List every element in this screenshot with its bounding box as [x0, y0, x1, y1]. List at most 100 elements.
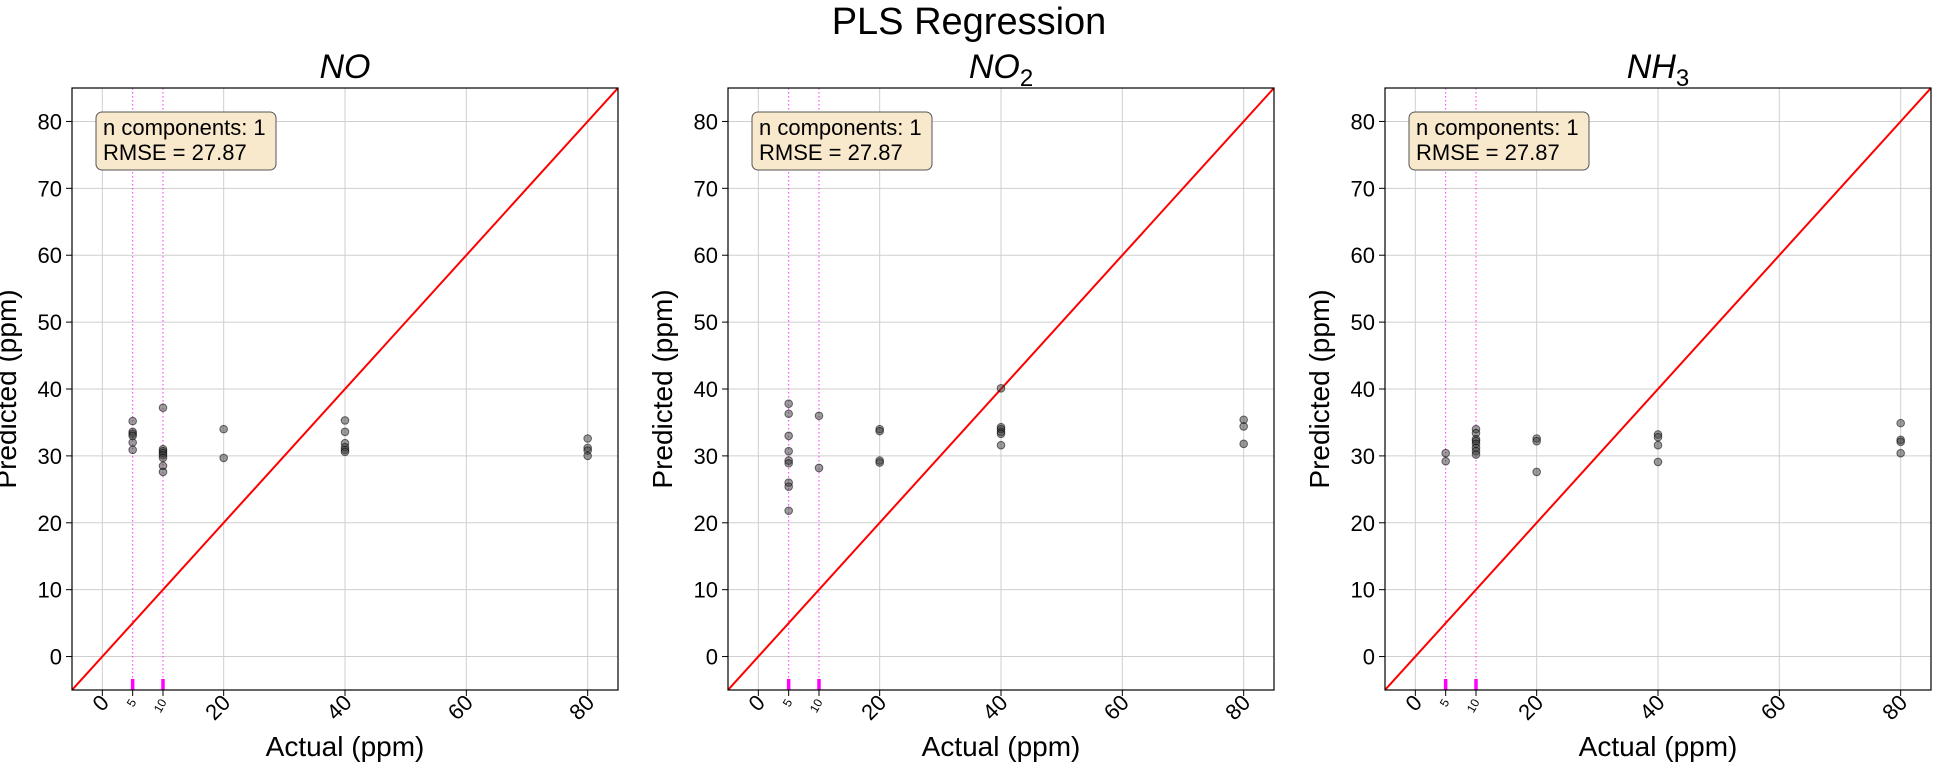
subplot-1-data-point — [219, 424, 228, 434]
subplot-3-data-point — [1653, 432, 1663, 442]
subplot-2-x-tick-label: 40 — [978, 690, 1013, 725]
subplot-1-y-tick-label: 20 — [38, 511, 62, 536]
subplot-3-y-tick-label: 10 — [1351, 578, 1375, 603]
subplot-2-y-tick-label: 70 — [694, 176, 718, 201]
subplot-2-data-point — [1239, 422, 1248, 431]
subplot-2-y-tick-label: 30 — [694, 444, 718, 469]
subplot-2-data-point — [784, 506, 793, 516]
subplot-3-y-tick-label: 30 — [1351, 444, 1375, 469]
subplot-2-data-point — [814, 411, 824, 421]
subplot-2-y-tick-label: 60 — [694, 243, 718, 268]
subplot-2-data-point — [1239, 439, 1248, 449]
subplot-1-y-tick-label: 30 — [38, 444, 62, 469]
subplot-1-x-special-tick-label: 10 — [151, 696, 170, 715]
subplot-3-x-special-tick-label: 10 — [1464, 696, 1483, 715]
subplot-2-data-point — [784, 446, 793, 456]
subplot-1-x-tick-label: 80 — [564, 690, 599, 725]
subplot-1-y-tick-label: 10 — [38, 578, 62, 603]
subplot-1-annotation-text: n components: 1 — [103, 115, 266, 140]
subplot-1-data-point — [219, 453, 228, 463]
subplot-2-data-point — [814, 463, 824, 473]
subplot-1-data-point — [583, 451, 592, 461]
subplot-1-x-axis-label: Actual (ppm) — [266, 731, 425, 762]
subplot-2-data-point — [784, 482, 793, 491]
subplot-2-y-axis-label: Predicted (ppm) — [647, 289, 678, 488]
subplot-1-data-point — [158, 453, 168, 463]
subplot-1-y-tick-label: 80 — [38, 109, 62, 134]
subplot-2-annotation-text: RMSE = 27.87 — [759, 140, 903, 165]
subplot-3-x-tick-label: 60 — [1756, 690, 1791, 725]
subplot-1-x-tick-label: 20 — [200, 690, 235, 725]
subplot-3-data-point — [1896, 418, 1905, 428]
subplot-1-data-point — [128, 445, 137, 455]
subplot-2-title: NO2 — [969, 48, 1033, 92]
subplot-3-data-point — [1532, 467, 1541, 477]
subplot-1-data-point — [583, 434, 592, 443]
subplot-2-data-point — [875, 458, 884, 467]
subplot-1-y-tick-label: 50 — [38, 310, 62, 335]
subplot-1-data-point — [128, 416, 137, 426]
subplot-2-data-point — [784, 431, 793, 441]
subplot-3-data-point — [1653, 457, 1663, 467]
subplot-2-x-tick-label: 20 — [856, 690, 891, 725]
subplot-3-annotation-text: n components: 1 — [1416, 115, 1579, 140]
subplot-3-y-tick-label: 20 — [1351, 511, 1375, 536]
figure-title: PLS Regression — [832, 1, 1107, 43]
subplot-3-data-point — [1441, 448, 1450, 458]
subplot-2-y-tick-label: 0 — [706, 645, 718, 670]
subplot-1-x-tick-label: 40 — [322, 690, 357, 725]
subplot-1-y-tick-label: 70 — [38, 176, 62, 201]
subplot-3-title: NH3 — [1627, 48, 1689, 92]
subplot-1-data-point — [158, 403, 168, 413]
subplot-3-y-tick-label: 0 — [1363, 645, 1375, 670]
subplot-2-x-special-tick-label: 5 — [780, 696, 796, 709]
subplot-3-y-tick-label: 50 — [1351, 310, 1375, 335]
subplot-2-x-axis-label: Actual (ppm) — [922, 731, 1081, 762]
subplot-3-data-point — [1896, 437, 1905, 447]
subplot-1-annotation-box — [95, 111, 277, 171]
subplot-1-data-point — [340, 427, 350, 437]
subplot-2-x-tick-label: 60 — [1099, 690, 1134, 725]
subplot-2: 0 10 20 30 40 50 60 70 80 0 20 40 60 80 5 10 Actual (ppm… — [647, 48, 1275, 762]
subplot-2-data-point — [996, 429, 1006, 439]
subplot-2-data-point — [784, 409, 793, 419]
subplot-2-y-tick-label: 20 — [694, 511, 718, 536]
subplot-1-x-tick-label: 60 — [443, 690, 478, 725]
subplot-2-y-tick-label: 10 — [694, 578, 718, 603]
subplot-3-y-tick-label: 80 — [1351, 109, 1375, 134]
subplot-1-x-tick-label: 0 — [88, 690, 114, 716]
subplot-2-data-point — [996, 384, 1006, 393]
subplot-3-data-point — [1471, 450, 1481, 459]
subplot-3-data-point — [1441, 456, 1450, 466]
subplot-2-x-tick-label: 0 — [744, 690, 770, 716]
subplot-2-y-tick-label: 50 — [694, 310, 718, 335]
subplot-3-y-tick-label: 70 — [1351, 176, 1375, 201]
subplot-1-y-axis-label: Predicted (ppm) — [0, 289, 22, 488]
subplot-2-data-point — [875, 426, 884, 436]
subplot-3-data-point — [1896, 448, 1905, 458]
subplot-1-data-point — [340, 447, 350, 457]
subplot-2-data-point — [996, 440, 1006, 450]
subplot-2-x-tick-label: 80 — [1220, 690, 1255, 725]
subplot-2-data-point — [784, 458, 793, 468]
subplot-1: 0 10 20 30 40 50 60 70 80 0 20 40 60 80 5 10 Actual (ppm… — [0, 48, 619, 762]
subplot-1-y-tick-label: 0 — [50, 645, 62, 670]
subplot-1-y-tick-label: 60 — [38, 243, 62, 268]
subplot-3-identity-line — [1385, 88, 1931, 690]
subplot-3-annotation-box — [1408, 111, 1590, 171]
subplot-1-data-point — [158, 467, 168, 477]
subplot-3-y-tick-label: 40 — [1351, 377, 1375, 402]
subplot-2-annotation-text: n components: 1 — [759, 115, 922, 140]
subplot-1-y-tick-label: 40 — [38, 377, 62, 402]
subplot-3-data-point — [1653, 440, 1663, 450]
subplot-1-title: NO — [320, 48, 371, 86]
subplot-3-x-tick-label: 0 — [1401, 690, 1427, 716]
subplot-1-data-point — [128, 438, 137, 447]
subplot-2-annotation-box — [751, 111, 933, 171]
subplot-3-x-tick-label: 20 — [1513, 690, 1548, 725]
subplot-3-annotation-text: RMSE = 27.87 — [1416, 140, 1560, 165]
subplot-2-data-point — [784, 399, 793, 409]
subplot-1-annotation-text: RMSE = 27.87 — [103, 140, 247, 165]
